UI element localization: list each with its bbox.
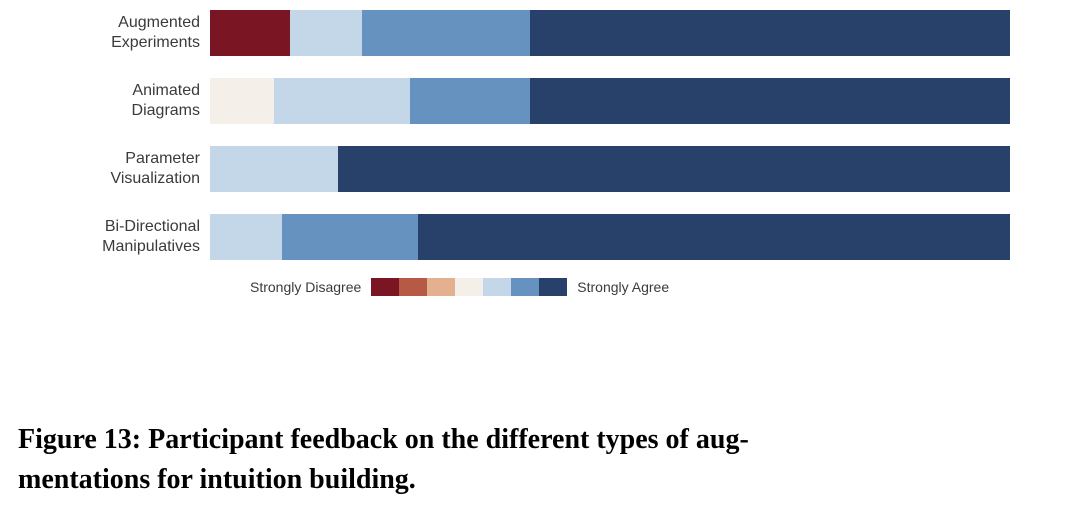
figure-caption: Figure 13: Participant feedback on the d… bbox=[18, 420, 1038, 500]
bar bbox=[210, 146, 1010, 192]
legend-swatches bbox=[371, 278, 567, 296]
legend-swatch bbox=[399, 278, 427, 296]
chart-row: AugmentedExperiments bbox=[0, 10, 1075, 56]
bar-segment bbox=[210, 146, 338, 192]
bar-segment bbox=[338, 146, 1010, 192]
bar-segment bbox=[274, 78, 410, 124]
row-label: AnimatedDiagrams bbox=[0, 81, 210, 121]
bar-segment bbox=[410, 78, 530, 124]
legend: Strongly Disagree Strongly Agree bbox=[250, 278, 1075, 296]
legend-swatch bbox=[427, 278, 455, 296]
bar bbox=[210, 10, 1010, 56]
row-label: ParameterVisualization bbox=[0, 149, 210, 189]
legend-swatch bbox=[539, 278, 567, 296]
bar-segment bbox=[362, 10, 530, 56]
bar-segment bbox=[210, 10, 290, 56]
legend-swatch bbox=[483, 278, 511, 296]
bar bbox=[210, 214, 1010, 260]
bar-segment bbox=[282, 214, 418, 260]
legend-swatch bbox=[511, 278, 539, 296]
stacked-bar-chart: AugmentedExperiments AnimatedDiagrams Pa… bbox=[0, 10, 1075, 296]
chart-row: AnimatedDiagrams bbox=[0, 78, 1075, 124]
legend-swatch bbox=[371, 278, 399, 296]
legend-label-right: Strongly Agree bbox=[577, 279, 669, 295]
bar-segment bbox=[530, 78, 1010, 124]
bar-segment bbox=[418, 214, 1010, 260]
chart-row: Bi-DirectionalManipulatives bbox=[0, 214, 1075, 260]
bar-segment bbox=[210, 78, 274, 124]
figure-page: AugmentedExperiments AnimatedDiagrams Pa… bbox=[0, 0, 1075, 523]
bar-segment bbox=[210, 214, 282, 260]
row-label: Bi-DirectionalManipulatives bbox=[0, 217, 210, 257]
chart-row: ParameterVisualization bbox=[0, 146, 1075, 192]
row-label: AugmentedExperiments bbox=[0, 13, 210, 53]
bar bbox=[210, 78, 1010, 124]
bar-segment bbox=[530, 10, 1010, 56]
bar-segment bbox=[290, 10, 362, 56]
legend-label-left: Strongly Disagree bbox=[250, 279, 361, 295]
legend-swatch bbox=[455, 278, 483, 296]
